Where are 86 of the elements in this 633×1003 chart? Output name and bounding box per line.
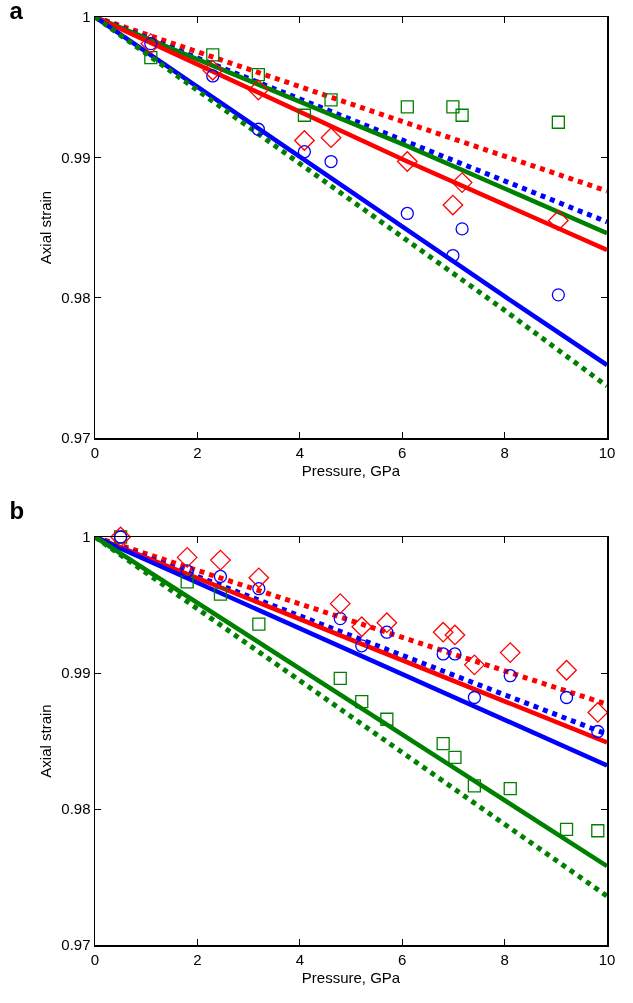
x-tick-label: 8 <box>500 950 509 968</box>
point <box>329 593 351 615</box>
point <box>463 654 485 676</box>
point <box>444 624 466 646</box>
x-tick-label: 0 <box>90 443 100 461</box>
point <box>400 100 414 114</box>
point <box>559 690 574 705</box>
y-axis-title: Axial strain <box>36 190 54 265</box>
point <box>559 822 574 837</box>
point <box>436 647 450 661</box>
point <box>247 79 269 101</box>
point <box>556 659 577 681</box>
point <box>252 617 266 631</box>
point <box>176 547 198 568</box>
point <box>551 288 566 302</box>
x-axis-title: Pressure, GPa <box>301 462 401 480</box>
point <box>252 582 266 596</box>
y-tick-label: 0.98 <box>61 288 91 306</box>
x-tick-label: 4 <box>295 950 304 968</box>
point <box>333 611 347 626</box>
y-axis-title: Axial strain <box>36 704 54 778</box>
x-tick-label: 6 <box>398 443 407 461</box>
point <box>144 51 158 65</box>
point <box>503 781 517 796</box>
point <box>455 108 469 122</box>
y-tick-label: 0.98 <box>61 800 91 818</box>
x-tick-label: 8 <box>500 443 509 461</box>
point <box>324 154 338 169</box>
x-axis-title: Pressure, GPa <box>301 969 401 987</box>
point <box>355 639 369 653</box>
point <box>499 642 521 663</box>
x-tick-label: 2 <box>193 950 202 968</box>
x-tick-label: 10 <box>598 950 616 968</box>
x-tick-label: 0 <box>90 950 100 968</box>
point <box>467 779 482 793</box>
point <box>355 694 369 709</box>
point <box>455 222 469 236</box>
chart-title: a <box>9 0 24 24</box>
point <box>333 671 347 686</box>
point <box>451 172 473 193</box>
y-tick-label: 0.99 <box>61 148 91 166</box>
point <box>446 100 460 114</box>
point <box>351 616 373 638</box>
point <box>591 824 605 838</box>
point <box>380 625 394 639</box>
point <box>380 712 394 726</box>
y-tick-label: 1 <box>82 8 91 26</box>
point <box>591 724 605 739</box>
point <box>251 67 265 82</box>
point <box>551 115 566 129</box>
point <box>294 130 315 151</box>
point <box>206 48 220 62</box>
point <box>448 647 462 661</box>
point <box>297 145 312 159</box>
point <box>448 750 462 764</box>
point <box>213 569 228 584</box>
point <box>213 587 228 601</box>
point <box>587 702 609 723</box>
point <box>180 575 194 589</box>
x-tick-label: 6 <box>398 950 407 968</box>
point <box>320 127 342 149</box>
y-tick-label: 0.99 <box>61 664 91 682</box>
point <box>251 122 265 136</box>
point <box>467 690 482 705</box>
x-tick-label: 10 <box>598 443 616 461</box>
point <box>547 210 569 231</box>
point <box>446 248 460 263</box>
point <box>396 151 418 172</box>
y-tick-label: 0.97 <box>61 429 91 447</box>
point <box>180 564 194 578</box>
point <box>297 108 312 122</box>
point <box>248 567 270 589</box>
point <box>436 737 450 751</box>
point <box>210 549 231 571</box>
y-tick-label: 0.97 <box>61 936 91 954</box>
chart-title: b <box>9 496 25 524</box>
point <box>202 59 224 81</box>
point <box>432 621 454 643</box>
point <box>442 194 464 216</box>
point <box>324 93 338 107</box>
x-tick-label: 4 <box>295 443 304 461</box>
point <box>376 612 398 634</box>
point <box>503 669 517 683</box>
x-tick-label: 2 <box>193 443 202 461</box>
y-tick-label: 1 <box>82 528 91 546</box>
point <box>400 206 414 221</box>
